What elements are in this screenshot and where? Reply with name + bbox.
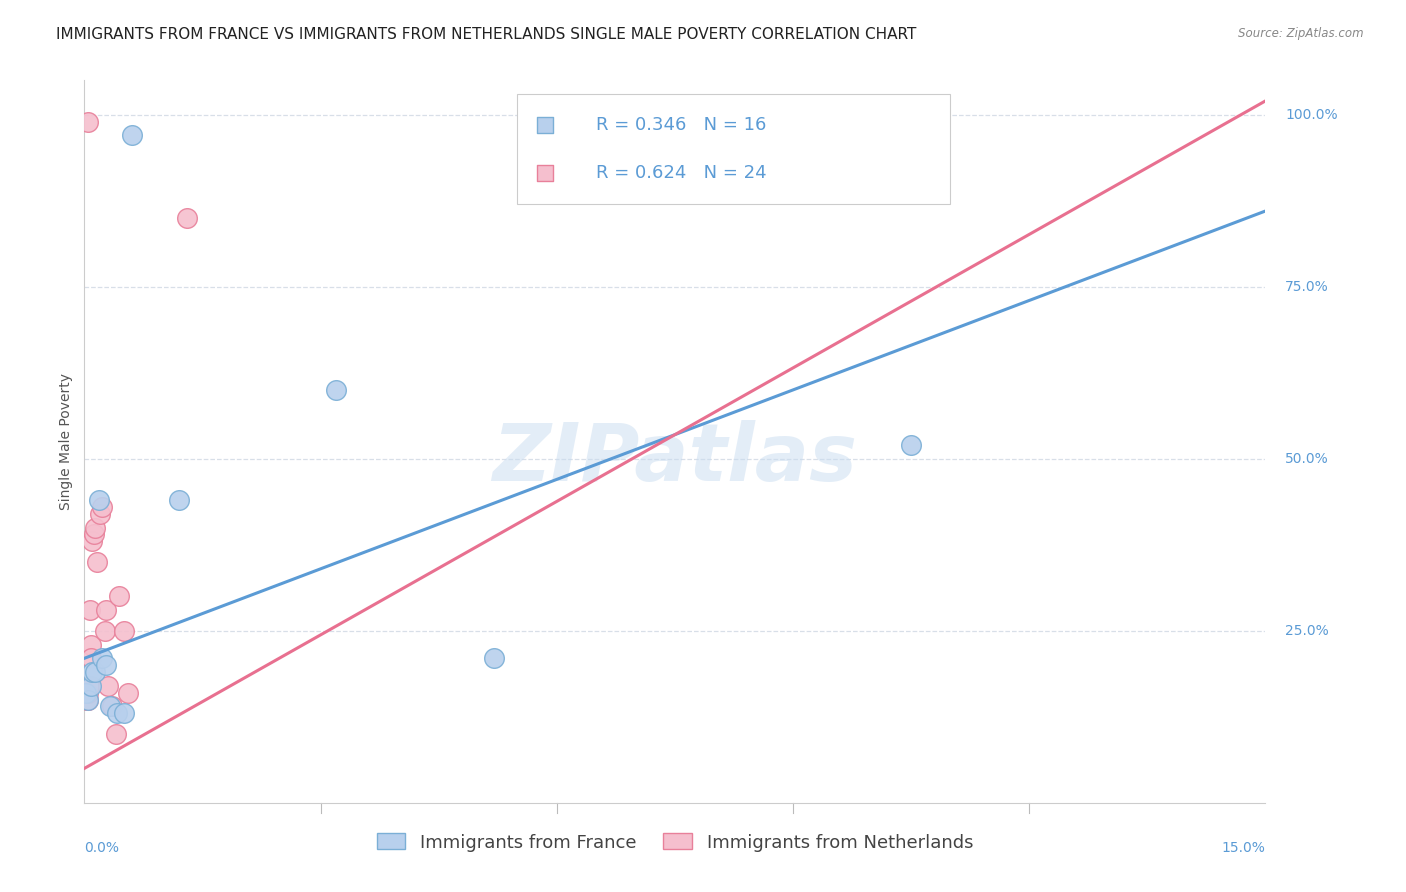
Point bbox=[112, 706, 135, 721]
Point bbox=[75, 686, 97, 700]
Point bbox=[325, 383, 347, 397]
Point bbox=[117, 686, 139, 700]
Point bbox=[167, 493, 190, 508]
Text: R = 0.624   N = 24: R = 0.624 N = 24 bbox=[596, 164, 766, 182]
Point bbox=[96, 603, 118, 617]
Y-axis label: Single Male Poverty: Single Male Poverty bbox=[59, 373, 73, 510]
FancyBboxPatch shape bbox=[517, 94, 950, 204]
Point bbox=[101, 699, 124, 714]
Text: 0.0%: 0.0% bbox=[84, 840, 120, 855]
Point bbox=[82, 665, 104, 679]
Point bbox=[77, 692, 100, 706]
Point bbox=[76, 692, 98, 706]
Point bbox=[84, 665, 107, 679]
Text: 100.0%: 100.0% bbox=[1285, 108, 1337, 121]
Text: ZIPatlas: ZIPatlas bbox=[492, 420, 858, 498]
Point bbox=[98, 699, 121, 714]
Text: 75.0%: 75.0% bbox=[1285, 280, 1329, 293]
Point bbox=[104, 727, 127, 741]
Point bbox=[80, 651, 103, 665]
Point bbox=[75, 686, 97, 700]
Point bbox=[77, 679, 100, 693]
Point bbox=[482, 651, 505, 665]
Text: 15.0%: 15.0% bbox=[1222, 840, 1265, 855]
Point bbox=[79, 638, 101, 652]
Point bbox=[534, 166, 557, 180]
Text: 50.0%: 50.0% bbox=[1285, 451, 1329, 466]
Legend: Immigrants from France, Immigrants from Netherlands: Immigrants from France, Immigrants from … bbox=[370, 826, 980, 859]
Point bbox=[900, 438, 922, 452]
Point bbox=[96, 658, 118, 673]
Point bbox=[89, 507, 111, 521]
Point bbox=[84, 520, 107, 534]
Text: 25.0%: 25.0% bbox=[1285, 624, 1329, 638]
Point bbox=[86, 555, 108, 569]
Point bbox=[176, 211, 198, 225]
Point bbox=[107, 706, 129, 721]
Text: Source: ZipAtlas.com: Source: ZipAtlas.com bbox=[1239, 27, 1364, 40]
Point bbox=[83, 527, 105, 541]
Point bbox=[90, 500, 112, 514]
Point bbox=[77, 114, 100, 128]
Point bbox=[79, 679, 101, 693]
Point bbox=[79, 603, 101, 617]
Text: R = 0.346   N = 16: R = 0.346 N = 16 bbox=[596, 116, 766, 134]
Point bbox=[94, 624, 117, 638]
Point bbox=[97, 679, 120, 693]
Point bbox=[90, 651, 112, 665]
Point bbox=[534, 118, 557, 132]
Text: IMMIGRANTS FROM FRANCE VS IMMIGRANTS FROM NETHERLANDS SINGLE MALE POVERTY CORREL: IMMIGRANTS FROM FRANCE VS IMMIGRANTS FRO… bbox=[56, 27, 917, 42]
Point bbox=[108, 590, 131, 604]
Point bbox=[77, 686, 100, 700]
Point bbox=[112, 624, 135, 638]
Point bbox=[76, 692, 98, 706]
Point bbox=[87, 493, 110, 508]
Point bbox=[82, 534, 104, 549]
Point bbox=[121, 128, 143, 143]
